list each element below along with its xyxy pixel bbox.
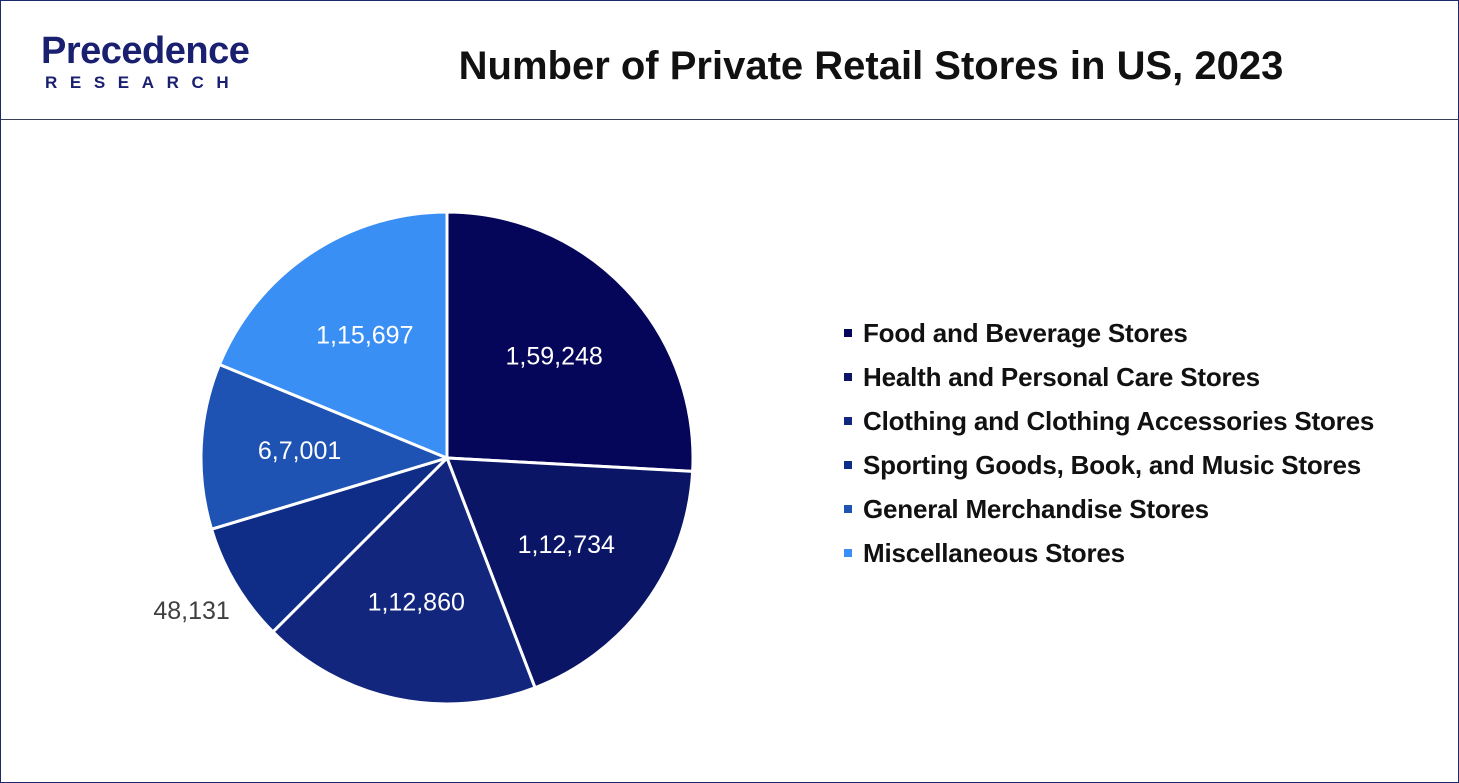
legend-swatch xyxy=(844,329,852,337)
legend-swatch xyxy=(844,417,852,425)
pie-slice-food-and-beverage-stores xyxy=(445,210,695,473)
chart-legend: Food and Beverage Stores Health and Perso… xyxy=(844,311,1374,575)
pie-labels: 1,59,248 1,12,734 1,12,860 48,131 6,7,001 1,1… xyxy=(153,321,615,624)
precedence-research-logo: Precedence RESEARCH xyxy=(41,31,261,97)
legend-label: Sporting Goods, Book, and Music Stores xyxy=(863,449,1361,480)
logo-subtitle: RESEARCH xyxy=(45,73,242,92)
chart-title: Number of Private Retail Stores in US, 2… xyxy=(458,44,1284,88)
pie-slice-sporting-goods-book-and-music-stores xyxy=(210,456,449,634)
legend-item-sporting-goods-book-and-music-stores: Sporting Goods, Book, and Music Stores xyxy=(844,443,1374,487)
logo-wordmark: Precedence xyxy=(41,30,250,72)
pie-slice-miscellaneous-stores xyxy=(217,210,449,460)
pie-slice-clothing-and-clothing-accessories-stores xyxy=(271,456,537,706)
data-label-food-and-beverage-stores: 1,59,248 xyxy=(506,343,603,371)
legend-item-general-merchandise-stores: General Merchandise Stores xyxy=(844,487,1374,531)
legend-item-food-and-beverage-stores: Food and Beverage Stores xyxy=(844,311,1374,355)
legend-label: Clothing and Clothing Accessories Stores xyxy=(863,405,1375,436)
legend-swatch xyxy=(844,549,852,557)
legend-swatch xyxy=(844,505,852,513)
data-label-health-and-personal-care-stores: 1,12,734 xyxy=(518,531,615,559)
legend-label: Miscellaneous Stores xyxy=(863,537,1125,568)
legend-item-health-and-personal-care-stores: Health and Personal Care Stores xyxy=(844,355,1374,399)
legend-item-clothing-and-clothing-accessories-stores: Clothing and Clothing Accessories Stores xyxy=(844,399,1374,443)
pie-slice-general-merchandise-stores xyxy=(199,362,449,531)
header-bar: Precedence RESEARCH Number of Private Re… xyxy=(1,1,1458,120)
pie-slice-health-and-personal-care-stores xyxy=(445,456,695,690)
pie-slices xyxy=(199,210,695,706)
data-label-miscellaneous-stores: 1,15,697 xyxy=(316,321,413,349)
legend-swatch xyxy=(844,373,852,381)
data-label-clothing-and-clothing-accessories-stores: 1,12,860 xyxy=(368,588,465,616)
data-label-sporting-goods-book-and-music-stores: 48,131 xyxy=(153,597,229,625)
legend-item-miscellaneous-stores: Miscellaneous Stores xyxy=(844,531,1374,575)
legend-label: Health and Personal Care Stores xyxy=(863,361,1260,392)
legend-swatch xyxy=(844,461,852,469)
legend-label: General Merchandise Stores xyxy=(863,493,1209,524)
legend-label: Food and Beverage Stores xyxy=(863,317,1188,348)
data-label-general-merchandise-stores: 6,7,001 xyxy=(258,437,341,465)
